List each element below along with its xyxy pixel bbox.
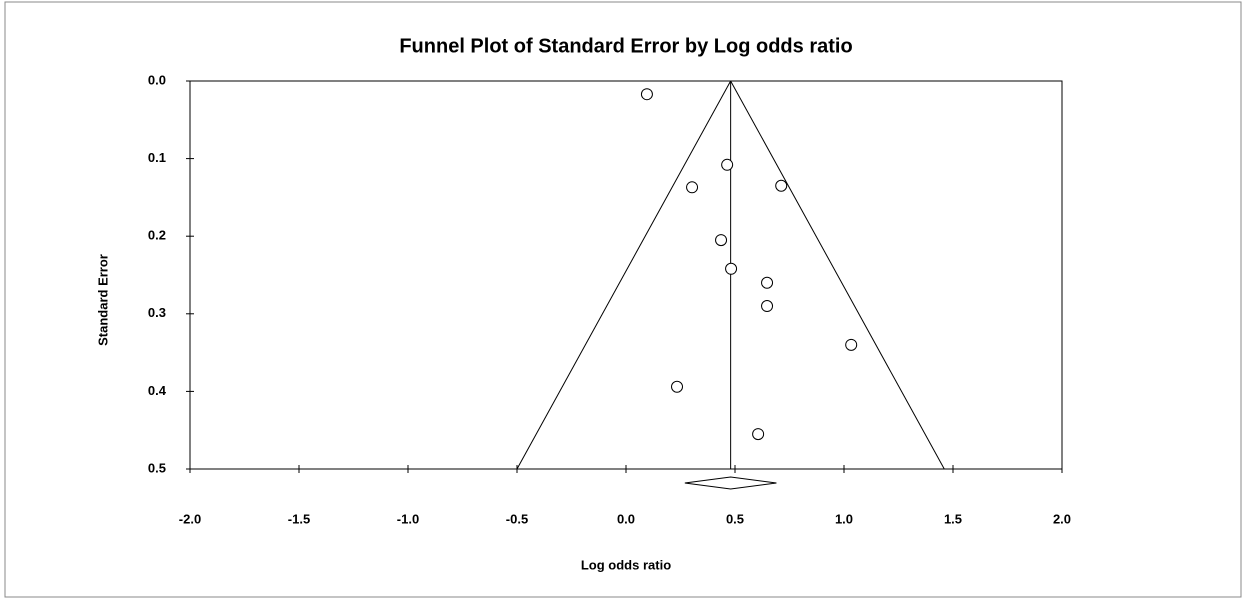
chart-frame xyxy=(4,1,1242,598)
study-point xyxy=(686,181,699,194)
study-point xyxy=(761,300,774,313)
y-tick-label: 0.2 xyxy=(148,228,166,243)
y-tick-label: 0.0 xyxy=(148,72,166,87)
study-point xyxy=(761,276,774,289)
study-point xyxy=(715,234,728,247)
y-tick-label: 0.1 xyxy=(148,150,166,165)
study-point xyxy=(721,158,734,171)
x-tick-label: -2.0 xyxy=(179,511,201,526)
x-axis-title: Log odds ratio xyxy=(581,557,671,572)
study-point xyxy=(640,88,653,101)
study-point xyxy=(725,262,738,275)
study-point xyxy=(671,380,684,393)
x-tick-label: 0.0 xyxy=(617,511,635,526)
x-tick-label: 0.5 xyxy=(726,511,744,526)
x-tick-label: -1.0 xyxy=(397,511,419,526)
x-tick-label: 1.0 xyxy=(835,511,853,526)
summary-diamond xyxy=(684,476,777,490)
study-point xyxy=(845,338,858,351)
y-tick-label: 0.3 xyxy=(148,305,166,320)
y-tick-label: 0.4 xyxy=(148,383,167,398)
study-point xyxy=(752,428,765,441)
funnel-right xyxy=(730,80,945,470)
x-tick-label: 2.0 xyxy=(1053,511,1071,526)
study-point xyxy=(775,179,788,192)
x-tick-label: -1.5 xyxy=(288,511,310,526)
y-tick-label: 0.5 xyxy=(148,460,166,475)
funnel-left xyxy=(516,80,732,470)
y-axis-title: Standard Error xyxy=(95,254,110,346)
plot-area xyxy=(189,80,1063,470)
chart-title: Funnel Plot of Standard Error by Log odd… xyxy=(399,35,852,57)
x-tick-label: -0.5 xyxy=(506,511,528,526)
x-tick-label: 1.5 xyxy=(944,511,962,526)
